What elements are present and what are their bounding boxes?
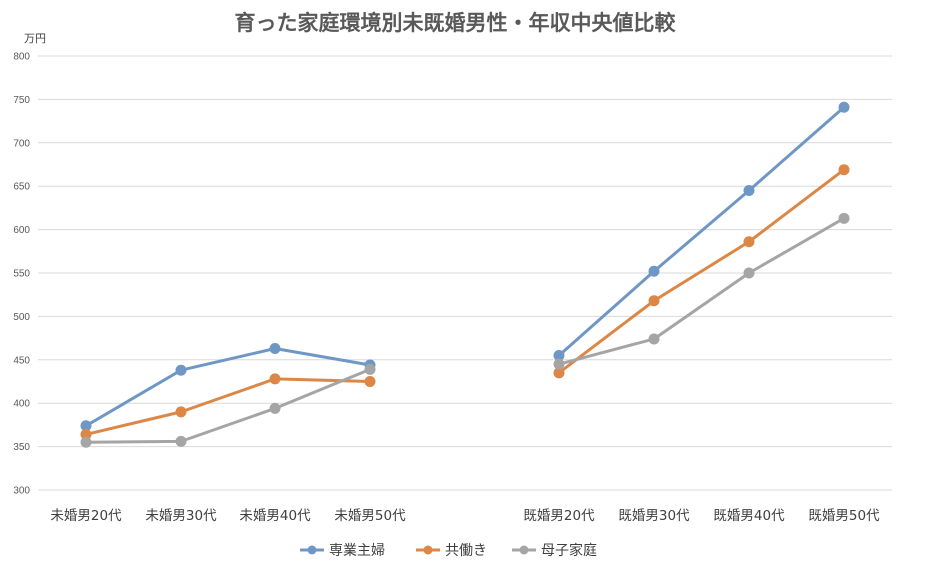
legend-item: 母子家庭 bbox=[512, 542, 597, 559]
y-axis-unit: 万円 bbox=[24, 32, 46, 45]
x-tick-label: 未婚男40代 bbox=[239, 508, 311, 524]
series-line-1-group-0 bbox=[85, 377, 371, 436]
legend: 専業主婦 共働き 母子家庭 bbox=[300, 542, 597, 559]
data-point bbox=[80, 428, 92, 440]
data-point bbox=[648, 295, 660, 307]
data-point bbox=[80, 436, 92, 448]
y-tick-label: 400 bbox=[13, 399, 30, 410]
x-tick-label: 未婚男50代 bbox=[334, 508, 406, 524]
data-point bbox=[743, 267, 755, 279]
series-lines bbox=[80, 101, 850, 448]
legend-item: 専業主婦 bbox=[300, 542, 385, 559]
data-point bbox=[838, 164, 850, 176]
chart-title: 育った家庭環境別未既婚男性・年収中央値比較 bbox=[235, 11, 677, 35]
x-tick-labels: 未婚男20代 未婚男30代 未婚男40代 未婚男50代 既婚男20代 既婚男30代 既婚男4… bbox=[50, 508, 880, 524]
data-point bbox=[838, 212, 850, 224]
data-point bbox=[743, 236, 755, 248]
series-line-0-group-1 bbox=[558, 106, 845, 357]
legend-label: 母子家庭 bbox=[541, 542, 597, 559]
y-tick-labels: 300 350 400 450 500 550 600 650 700 750 800 bbox=[13, 52, 30, 497]
legend-label: 共働き bbox=[445, 543, 487, 559]
legend-item: 共働き bbox=[416, 543, 487, 559]
data-point bbox=[269, 343, 281, 355]
y-tick-label: 550 bbox=[13, 269, 30, 280]
legend-swatch-marker bbox=[307, 545, 317, 555]
x-tick-label: 既婚男50代 bbox=[808, 508, 880, 524]
y-tick-label: 600 bbox=[13, 225, 30, 236]
data-point bbox=[175, 406, 187, 418]
series-line-0-group-0 bbox=[85, 347, 371, 428]
series-line-2-group-0 bbox=[85, 367, 371, 444]
data-point bbox=[553, 358, 565, 370]
data-point bbox=[743, 185, 755, 197]
legend-swatch-marker bbox=[423, 545, 433, 555]
data-point bbox=[553, 349, 565, 361]
y-tick-label: 800 bbox=[13, 52, 30, 63]
x-tick-label: 既婚男30代 bbox=[618, 508, 690, 524]
data-point bbox=[364, 363, 376, 375]
data-point bbox=[648, 265, 660, 277]
data-point bbox=[80, 420, 92, 432]
data-point bbox=[838, 101, 850, 113]
data-point bbox=[553, 367, 565, 379]
series-line-1-group-1 bbox=[558, 168, 845, 375]
data-point bbox=[269, 402, 281, 414]
data-point bbox=[175, 364, 187, 376]
y-tick-label: 500 bbox=[13, 312, 30, 323]
gridlines bbox=[38, 55, 892, 491]
legend-swatch-marker bbox=[519, 545, 529, 555]
data-point bbox=[364, 376, 376, 387]
x-tick-label: 未婚男30代 bbox=[145, 508, 217, 524]
y-tick-label: 450 bbox=[13, 355, 30, 366]
data-point bbox=[648, 333, 660, 345]
y-tick-label: 300 bbox=[13, 486, 30, 497]
y-tick-label: 750 bbox=[13, 95, 30, 106]
series-line-2-group-1 bbox=[558, 217, 845, 366]
data-point bbox=[175, 435, 187, 447]
y-tick-label: 650 bbox=[13, 182, 30, 193]
legend-label: 専業主婦 bbox=[329, 542, 385, 559]
data-point bbox=[269, 373, 281, 385]
y-tick-label: 350 bbox=[13, 442, 30, 453]
y-tick-label: 700 bbox=[13, 138, 30, 149]
x-tick-label: 未婚男20代 bbox=[50, 508, 122, 524]
x-tick-label: 既婚男40代 bbox=[713, 508, 785, 524]
x-tick-label: 既婚男20代 bbox=[523, 508, 595, 524]
